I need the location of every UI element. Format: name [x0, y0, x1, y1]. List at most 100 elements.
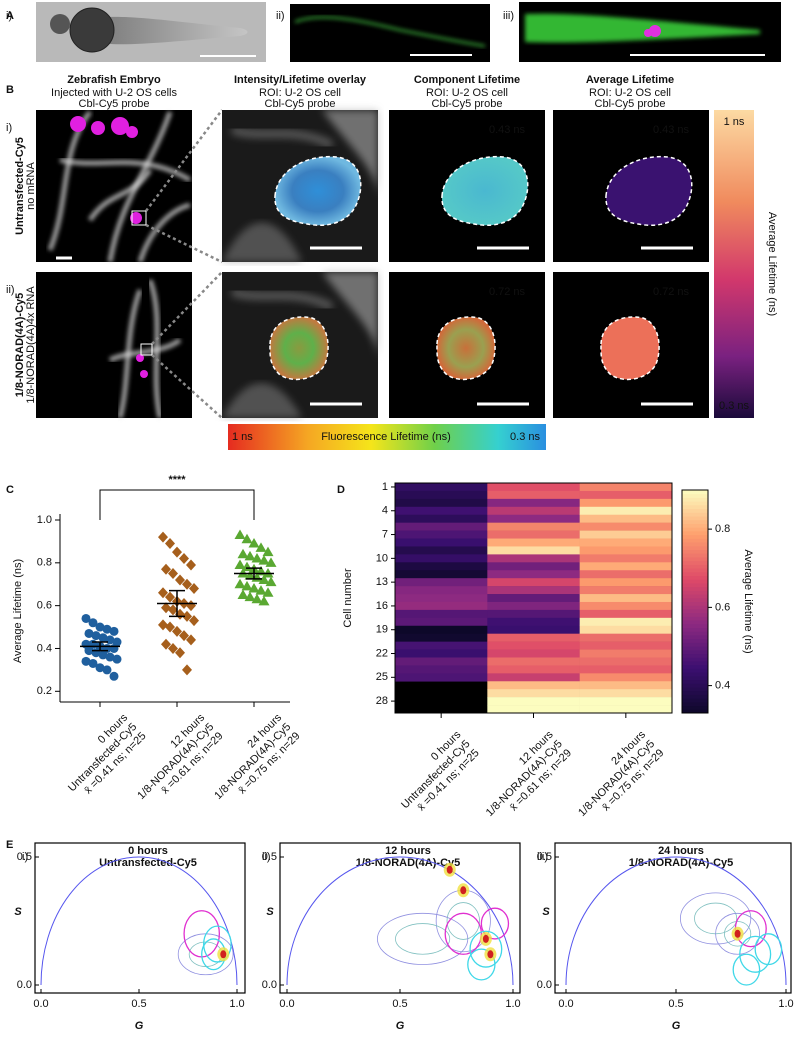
point: [88, 618, 98, 628]
cursor-magenta: [480, 907, 510, 940]
heatmap-cell: [395, 490, 488, 500]
heatmap-cell: [395, 609, 488, 619]
point: [186, 634, 196, 646]
tumor-cell: [111, 117, 129, 135]
heatmap-cell: [579, 625, 673, 634]
phasor-contour: [694, 902, 738, 935]
roi-box: [140, 343, 153, 356]
heatmap-cell: [395, 483, 488, 492]
phasor-contour: [395, 923, 451, 955]
y-tick-label: 10: [376, 552, 388, 564]
background-tissue: [230, 288, 334, 311]
column-title: Component Lifetime: [414, 74, 520, 86]
point: [265, 576, 277, 587]
vessel-signal: [525, 13, 760, 43]
y-tick-label: 0.5: [17, 851, 32, 863]
tumor-cell: [140, 370, 148, 378]
row-subtitle: 1/8-NORAD(4A)4x RNA: [25, 286, 37, 404]
part-label: ii): [262, 851, 271, 863]
colorbar-step: [682, 690, 708, 695]
plot-title: 0 hours: [128, 845, 168, 857]
heatmap-cell: [395, 530, 488, 539]
vessel: [87, 168, 153, 222]
tumor-signal: [649, 25, 661, 37]
y-tick-label: 0.0: [262, 979, 277, 991]
phasor-contour: [446, 902, 480, 940]
panel-label: E: [6, 839, 13, 851]
heatmap-cell: [487, 657, 580, 666]
point: [161, 638, 171, 650]
y-tick-label: 0.5: [262, 851, 277, 863]
point: [258, 574, 270, 584]
plot-title: 24 hours: [658, 845, 704, 857]
point: [98, 633, 108, 643]
heatmap-cell: [579, 562, 673, 571]
colorbar-step: [682, 642, 708, 647]
part-label: i): [6, 122, 12, 134]
colorbar-step: [682, 683, 708, 688]
universal-circle: [565, 856, 787, 986]
zoom-line: [151, 354, 223, 419]
y-tick-label: 0.0: [537, 979, 552, 991]
point: [175, 574, 185, 586]
point: [182, 578, 192, 590]
tumor-signal: [644, 29, 652, 37]
error-bar: [92, 641, 108, 652]
plot-frame: [34, 842, 246, 994]
cursor-cyan: [732, 953, 761, 986]
heatmap-cell: [395, 562, 488, 571]
point: [81, 613, 91, 623]
phasor-peak: [482, 934, 489, 943]
point: [158, 587, 168, 599]
tumor-cell: [70, 116, 86, 132]
x-axis-label: G: [672, 1020, 681, 1032]
colorbar-frame: [681, 489, 709, 714]
colorbar-step: [682, 698, 708, 703]
lifetime-label: 0.72 ns: [653, 286, 690, 298]
colorbar-step: [682, 660, 708, 666]
point: [168, 568, 178, 580]
y-tick-label: 0.8: [37, 557, 52, 569]
part-label: ii): [276, 10, 285, 22]
point: [102, 665, 112, 675]
point: [175, 647, 185, 659]
heatmap-cell: [395, 546, 488, 555]
point: [172, 625, 182, 637]
row-title: 1/8-NORAD(4A)-Cy5: [14, 293, 26, 398]
colorbar-step: [682, 516, 708, 521]
point: [189, 583, 199, 595]
heatmap-cell: [487, 490, 580, 500]
part-label: iii): [537, 851, 548, 863]
heatmap-cell: [395, 522, 488, 531]
heatmap-cell: [487, 681, 580, 690]
heatmap-cell: [579, 506, 673, 516]
point: [105, 652, 115, 662]
heatmap-cell: [487, 578, 580, 587]
heatmap-cell: [487, 594, 580, 603]
heatmap-cell: [395, 586, 488, 595]
vessel: [147, 279, 163, 419]
colorbar-label: Average Lifetime (ns): [742, 549, 754, 653]
y-tick-label: 0.0: [17, 979, 32, 991]
heatmap-cell: [579, 490, 673, 500]
heatmap-cell: [487, 697, 580, 706]
heatmap-cell: [487, 665, 580, 674]
point: [165, 591, 175, 603]
heatmap-cell: [395, 657, 488, 666]
cursor-cyan: [739, 935, 772, 973]
vessel: [108, 337, 182, 363]
heatmap-cell: [395, 617, 488, 627]
y-tick-label: 13: [376, 576, 388, 588]
heatmap-cell: [487, 538, 580, 547]
lifetime-label: 0.72 ns: [489, 286, 526, 298]
column-subtitle: ROI: U-2 OS cell: [589, 87, 671, 99]
column-subtitle: Injected with U-2 OS cells: [51, 87, 177, 99]
y-tick-label: 1.0: [37, 514, 52, 526]
significance: ****: [168, 474, 186, 486]
heatmap-cell: [487, 514, 580, 523]
cell-roi: [436, 316, 496, 381]
colorbar-step: [682, 501, 708, 506]
part-label: iii): [503, 10, 514, 22]
point: [109, 626, 119, 636]
row-subtitle: no mRNA: [25, 162, 37, 210]
